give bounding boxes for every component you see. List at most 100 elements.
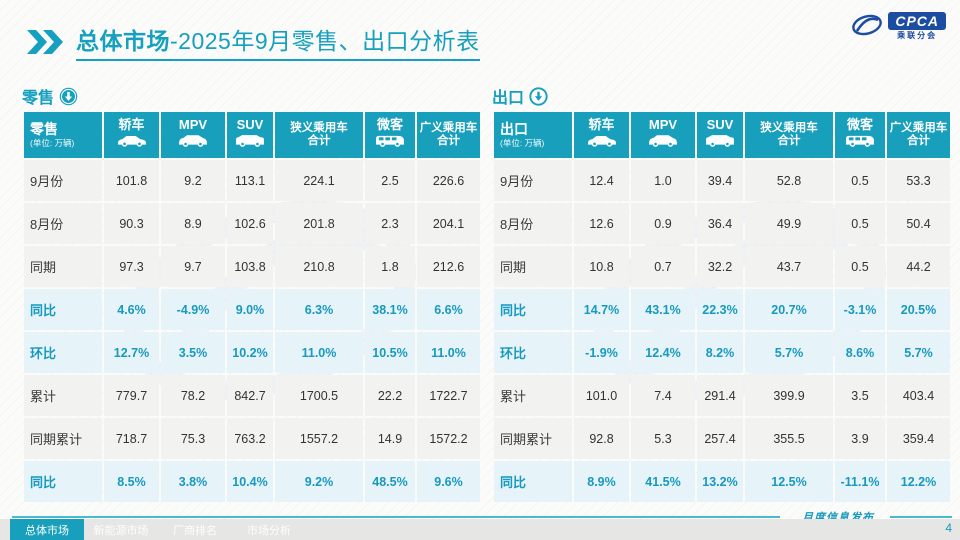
data-cell: 12.5%: [745, 461, 833, 502]
column-header-suv: SUV: [227, 112, 273, 158]
data-cell: 43.7: [745, 246, 833, 287]
table-row: 9月份 101.8 9.2 113.1 224.1 2.5 226.6: [24, 160, 480, 201]
data-cell: 101.0: [574, 375, 629, 416]
data-cell: 399.9: [745, 375, 833, 416]
row-label: 累计: [494, 375, 572, 416]
footer-tab-market-analysis[interactable]: 市场分析: [247, 524, 291, 537]
data-cell: 22.3%: [697, 289, 743, 330]
title-row: 总体市场-2025年9月零售、出口分析表: [26, 22, 480, 61]
data-cell: 1.0: [631, 160, 695, 201]
data-cell: 210.8: [275, 246, 363, 287]
page-number: 4: [945, 521, 952, 535]
data-cell: 8.5%: [104, 461, 159, 502]
export-corner-header: 出口 (单位: 万辆): [494, 112, 572, 158]
table-row: 同比 8.9% 41.5% 13.2% 12.5% -11.1% 12.2%: [494, 461, 950, 502]
unit-label: (单位: 万辆): [30, 137, 75, 148]
row-label: 8月份: [24, 203, 102, 244]
data-cell: 6.3%: [275, 289, 363, 330]
cpca-logo: CPCA 乘联分会: [850, 12, 946, 40]
footer-band: [0, 519, 960, 540]
data-cell: 0.5: [835, 246, 885, 287]
data-cell: -3.1%: [835, 289, 885, 330]
column-header-sedan: 轿车: [104, 112, 159, 158]
data-cell: 3.9: [835, 418, 885, 459]
table-row: 9月份 12.4 1.0 39.4 52.8 0.5 53.3: [494, 160, 950, 201]
export-table-section: 出口 出口 (单位: 万辆): [492, 84, 950, 504]
data-cell: 3.5%: [161, 332, 225, 373]
row-label: 同期: [24, 246, 102, 287]
data-cell: 20.7%: [745, 289, 833, 330]
data-cell: 102.6: [227, 203, 273, 244]
export-header-row: 出口 (单位: 万辆) 轿车 MPV SUV: [494, 112, 950, 158]
footer-tab-oem-ranking[interactable]: 厂商排名: [173, 524, 217, 537]
suv-icon: [236, 134, 264, 147]
data-cell: 14.9: [365, 418, 415, 459]
column-header-suv: SUV: [697, 112, 743, 158]
suv-icon: [706, 134, 734, 147]
data-cell: 7.4: [631, 375, 695, 416]
data-cell: 6.6%: [417, 289, 480, 330]
footer-divider-line: [12, 516, 780, 518]
data-cell: 1722.7: [417, 375, 480, 416]
data-cell: 204.1: [417, 203, 480, 244]
data-cell: 763.2: [227, 418, 273, 459]
row-label: 同期: [494, 246, 572, 287]
data-cell: 8.9%: [574, 461, 629, 502]
data-cell: 38.1%: [365, 289, 415, 330]
data-cell: 10.5%: [365, 332, 415, 373]
retail-section-header: 零售: [22, 84, 470, 108]
data-cell: 2.5: [365, 160, 415, 201]
column-header-sedan: 轿车: [574, 112, 629, 158]
retail-header-row: 零售 (单位: 万辆) 轿车 MPV SUV: [24, 112, 480, 158]
data-cell: 103.8: [227, 246, 273, 287]
data-cell: 8.2%: [697, 332, 743, 373]
table-row: 8月份 90.3 8.9 102.6 201.8 2.3 204.1: [24, 203, 480, 244]
data-cell: 101.8: [104, 160, 159, 201]
data-cell: 75.3: [161, 418, 225, 459]
table-row: 累计 779.7 78.2 842.7 1700.5 22.2 1722.7: [24, 375, 480, 416]
table-row: 同比 8.5% 3.8% 10.4% 9.2% 48.5% 9.6%: [24, 461, 480, 502]
column-header-narrow-pv-total: 狭义乘用车 合计: [275, 112, 363, 158]
data-cell: 5.3: [631, 418, 695, 459]
table-row: 累计 101.0 7.4 291.4 399.9 3.5 403.4: [494, 375, 950, 416]
data-cell: 22.2: [365, 375, 415, 416]
export-table: 出口 (单位: 万辆) 轿车 MPV SUV: [492, 110, 952, 504]
table-row: 同比 14.7% 43.1% 22.3% 20.7% -3.1% 20.5%: [494, 289, 950, 330]
data-cell: 0.5: [835, 203, 885, 244]
data-cell: 11.0%: [417, 332, 480, 373]
double-chevron-icon: [27, 29, 63, 54]
data-cell: 226.6: [417, 160, 480, 201]
data-cell: 9.0%: [227, 289, 273, 330]
data-cell: 0.9: [631, 203, 695, 244]
data-cell: 212.6: [417, 246, 480, 287]
data-cell: 44.2: [887, 246, 950, 287]
footer-divider-line-right: [890, 516, 952, 518]
minibus-icon: [376, 135, 404, 147]
data-cell: 92.8: [574, 418, 629, 459]
data-cell: 50.4: [887, 203, 950, 244]
data-cell: 78.2: [161, 375, 225, 416]
column-header-minibus: 微客: [835, 112, 885, 158]
mpv-icon: [649, 134, 677, 147]
data-cell: 43.1%: [631, 289, 695, 330]
column-header-broad-pv-total: 广义乘用车 合计: [887, 112, 950, 158]
data-cell: 8.9: [161, 203, 225, 244]
data-cell: 9.7: [161, 246, 225, 287]
data-cell: 403.4: [887, 375, 950, 416]
row-label: 9月份: [24, 160, 102, 201]
data-cell: 11.0%: [275, 332, 363, 373]
footer-tab-nev-market[interactable]: 新能源市场: [93, 524, 149, 537]
table-row: 同比 4.6% -4.9% 9.0% 6.3% 38.1% 6.6%: [24, 289, 480, 330]
row-label: 累计: [24, 375, 102, 416]
data-cell: 12.4: [574, 160, 629, 201]
data-cell: 3.5: [835, 375, 885, 416]
data-cell: 32.2: [697, 246, 743, 287]
export-section-title: 出口: [492, 90, 525, 107]
column-header-mpv: MPV: [161, 112, 225, 158]
download-arrow-filled-icon: [59, 87, 78, 105]
data-cell: 90.3: [104, 203, 159, 244]
table-row: 8月份 12.6 0.9 36.4 49.9 0.5 50.4: [494, 203, 950, 244]
footer-tab-overall-market[interactable]: 总体市场: [10, 519, 84, 540]
data-cell: 842.7: [227, 375, 273, 416]
data-cell: 97.3: [104, 246, 159, 287]
